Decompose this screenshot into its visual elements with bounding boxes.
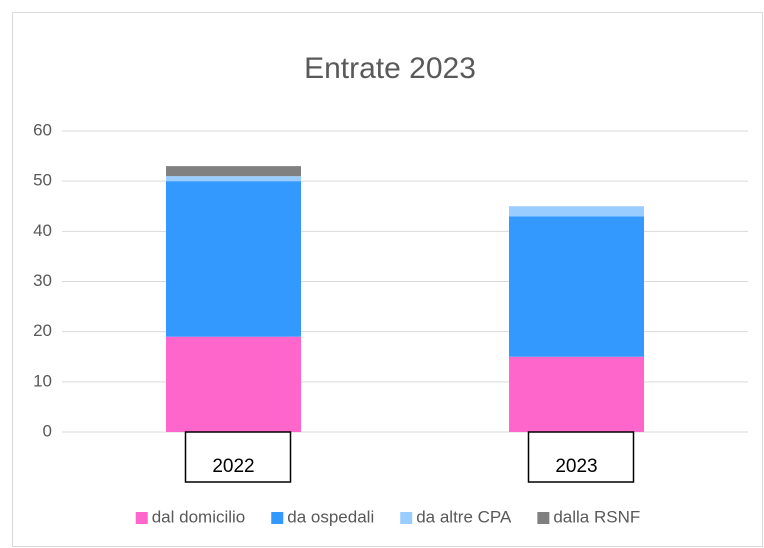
legend-label: da ospedali [287, 507, 374, 526]
bar-segment [166, 176, 301, 182]
y-tick-label: 0 [43, 421, 52, 440]
category-box [184, 431, 292, 483]
x-tick-label: 2022 [212, 456, 254, 477]
bar-segment [166, 166, 301, 177]
bar-segment [509, 206, 644, 217]
legend-swatch [271, 512, 284, 524]
bar-segment [166, 336, 301, 432]
chart-frame [12, 12, 763, 547]
y-tick-label: 40 [33, 221, 52, 240]
y-tick-label: 10 [33, 371, 52, 390]
bar-segment [509, 216, 644, 357]
legend-swatch [135, 512, 148, 524]
legend-label: dalla RSNF [553, 507, 640, 526]
chart-title: Entrate 2023 [304, 52, 476, 85]
legend-label: da altre CPA [416, 507, 512, 526]
x-tick-label: 2023 [555, 456, 597, 477]
bar-segment [509, 356, 644, 432]
y-tick-label: 60 [33, 120, 52, 139]
legend-swatch [537, 512, 550, 524]
legend-label: dal domicilio [152, 507, 246, 526]
bar-segment [166, 181, 301, 337]
legend-swatch [400, 512, 413, 524]
category-box [527, 431, 635, 483]
y-tick-label: 20 [33, 321, 52, 340]
y-tick-label: 30 [33, 271, 52, 290]
y-tick-label: 50 [33, 171, 52, 190]
